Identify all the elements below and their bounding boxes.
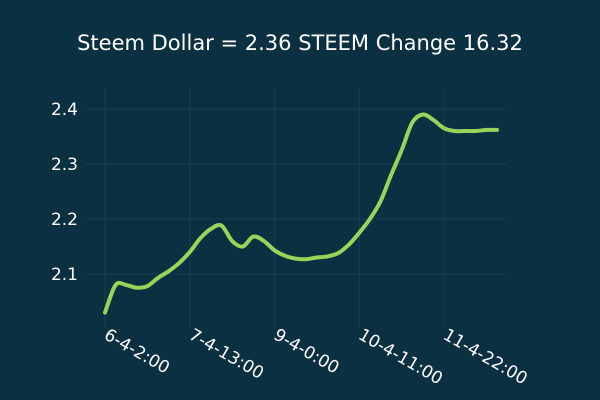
data-point — [145, 284, 149, 288]
data-point — [336, 251, 340, 255]
data-point — [421, 112, 425, 117]
data-point — [304, 257, 308, 261]
series-layer — [103, 112, 499, 315]
data-point — [103, 310, 107, 315]
y-tick-label: 2.4 — [51, 100, 78, 120]
data-point — [135, 286, 139, 290]
x-tick-label: 6-4-2:00 — [101, 325, 173, 378]
data-point — [389, 173, 393, 177]
x-tick-label: 11-4-22:00 — [440, 325, 531, 389]
data-point — [347, 243, 351, 247]
data-point — [357, 231, 361, 235]
data-point — [431, 118, 436, 122]
data-point — [156, 276, 160, 280]
y-tick-label: 2.3 — [51, 155, 78, 175]
data-point — [188, 250, 192, 254]
data-point — [294, 257, 298, 261]
data-point — [124, 283, 128, 287]
data-point — [241, 244, 245, 249]
y-tick-label: 2.1 — [51, 265, 78, 285]
y-axis: 2.1 2.2 2.3 2.4 — [51, 100, 78, 285]
x-tick-label: 9-4-0:00 — [270, 325, 342, 378]
x-tick-label: 10-4-11:00 — [355, 325, 446, 389]
data-point — [442, 126, 446, 130]
data-point — [484, 128, 489, 132]
data-point — [325, 254, 330, 258]
data-point — [410, 121, 414, 125]
data-point — [474, 129, 478, 133]
data-point — [463, 129, 467, 133]
data-point — [262, 239, 266, 243]
data-point — [453, 129, 457, 133]
data-point — [166, 269, 171, 273]
grid — [85, 88, 507, 328]
data-point — [230, 239, 234, 243]
series-line — [103, 112, 499, 315]
data-point — [283, 254, 287, 258]
data-point — [198, 236, 202, 240]
chart-title: Steem Dollar = 2.36 STEEM Change 16.32 — [77, 31, 523, 55]
data-point — [315, 255, 319, 260]
data-point — [113, 283, 118, 287]
x-tick-label: 7-4-13:00 — [185, 325, 267, 384]
data-point — [209, 227, 213, 231]
data-point — [495, 128, 499, 132]
y-tick-label: 2.2 — [51, 210, 78, 230]
x-axis: 6-4-2:00 7-4-13:00 9-4-0:00 10-4-11:0011-4-… — [101, 325, 531, 389]
data-point — [368, 217, 372, 221]
data-point — [272, 248, 277, 252]
data-point — [378, 199, 383, 203]
data-point — [177, 261, 181, 265]
data-point — [400, 148, 404, 152]
data-point — [251, 235, 255, 239]
data-point — [219, 224, 224, 228]
